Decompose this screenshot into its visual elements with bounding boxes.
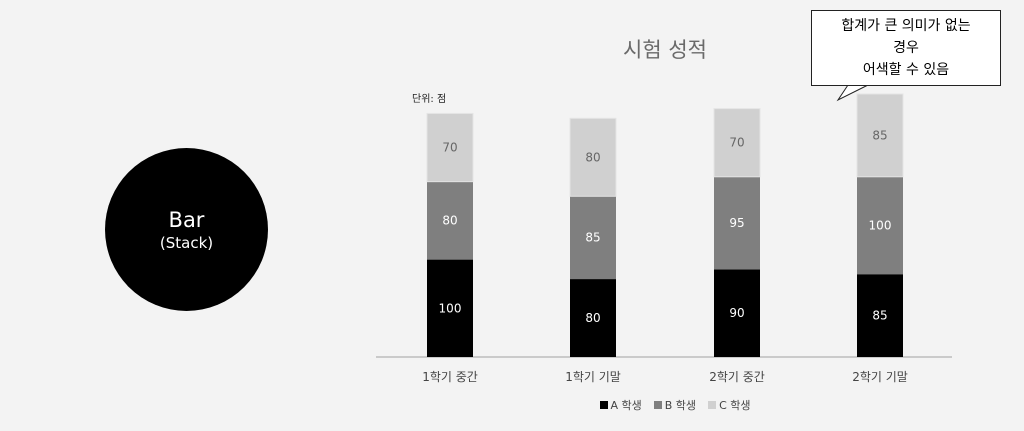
data-label-3-4: 85 <box>872 128 887 142</box>
data-label-1-4: 85 <box>872 309 887 323</box>
badge-line-1: Bar <box>168 207 205 232</box>
bar-segment-3-3 <box>713 108 761 178</box>
bar-segment-1-4 <box>857 274 903 357</box>
bar-segment-1-2 <box>570 279 616 357</box>
data-label-3-1: 70 <box>442 141 457 155</box>
data-label-1-3: 90 <box>729 306 744 320</box>
bar-segment-2-4 <box>857 176 903 275</box>
badge-line-2: (Stack) <box>159 233 214 252</box>
data-label-3-2: 80 <box>585 150 600 164</box>
data-label-3-3: 70 <box>729 136 744 150</box>
callout-line-2: 경우 <box>893 40 919 56</box>
bar-segment-3-2 <box>569 117 617 197</box>
data-label-2-2: 85 <box>585 231 600 245</box>
bar-segment-1-1 <box>427 259 473 357</box>
bar-segment-3-4 <box>856 93 904 178</box>
callout-line-3: 어색할 수 있음 <box>862 62 950 78</box>
callout-line-1: 합계가 큰 의미가 없는 <box>841 18 971 34</box>
x-tick-label-3: 2학기 중간 <box>709 370 765 384</box>
unit-label: 단위: 점 <box>412 94 447 105</box>
legend: A 학생 B 학생 C 학생 <box>560 397 790 413</box>
data-label-1-2: 80 <box>585 311 600 325</box>
legend-label-b: B 학생 <box>664 399 697 412</box>
legend-item-a: A 학생 <box>599 397 642 413</box>
legend-item-c: C 학생 <box>708 397 750 413</box>
x-tick-label-4: 2학기 기말 <box>852 370 908 384</box>
data-label-2-1: 80 <box>442 214 457 228</box>
data-label-2-3: 95 <box>729 216 744 230</box>
legend-label-a: A 학생 <box>610 399 642 412</box>
chart-title: 시험 성적 <box>623 38 707 62</box>
annotation-callout: 합계가 큰 의미가 없는 경우 어색할 수 있음 <box>811 10 1001 86</box>
legend-swatch-c <box>708 401 717 409</box>
legend-swatch-a <box>599 401 608 409</box>
bar-segment-2-2 <box>570 196 616 280</box>
chart-type-badge: Bar (Stack) <box>105 148 268 311</box>
x-tick-label-1: 1학기 중간 <box>422 370 478 384</box>
data-label-2-4: 100 <box>869 219 892 233</box>
bar-segment-1-3 <box>714 269 760 357</box>
legend-label-c: C 학생 <box>719 399 751 412</box>
bar-segment-2-3 <box>714 176 760 270</box>
x-tick-label-2: 1학기 기말 <box>565 370 621 384</box>
bar-segment-3-1 <box>426 112 474 183</box>
bar-segment-2-1 <box>427 181 473 260</box>
data-label-1-1: 100 <box>439 301 462 315</box>
legend-item-b: B 학생 <box>653 397 697 413</box>
legend-swatch-b <box>653 401 662 409</box>
